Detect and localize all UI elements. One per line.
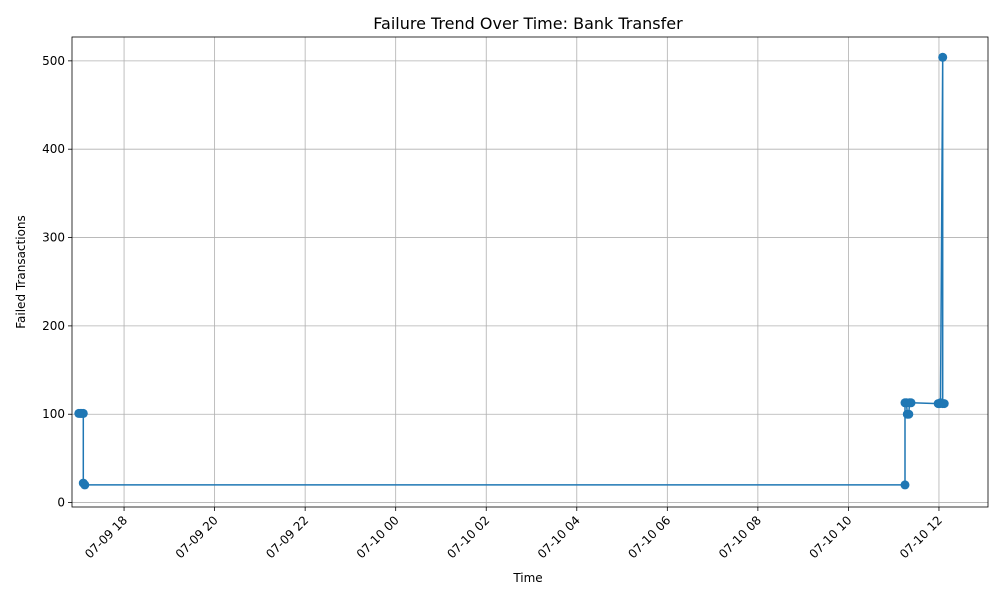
data-point xyxy=(900,480,910,490)
x-tick-label: 07-10 02 xyxy=(444,513,492,561)
x-tick-label: 07-10 08 xyxy=(716,513,764,561)
x-tick-label: 07-09 20 xyxy=(173,513,221,561)
series-line xyxy=(78,57,945,486)
x-tick-label: 07-10 12 xyxy=(897,513,945,561)
x-axis-label: Time xyxy=(512,571,542,585)
series-markers xyxy=(74,52,949,490)
x-tick-label: 07-10 00 xyxy=(354,513,402,561)
plot-area-frame xyxy=(71,36,989,508)
y-tick-label: 400 xyxy=(42,142,65,156)
grid xyxy=(72,37,988,507)
y-tick-label: 100 xyxy=(42,407,65,421)
x-tick-label: 07-10 04 xyxy=(535,513,583,561)
x-tick-label: 07-10 10 xyxy=(806,513,854,561)
y-tick-label: 0 xyxy=(57,496,65,510)
x-tick-label: 07-09 22 xyxy=(263,513,311,561)
y-tick-label: 200 xyxy=(42,319,65,333)
data-point xyxy=(906,398,916,408)
x-tick-label: 07-09 18 xyxy=(82,513,130,561)
y-axis-label: Failed Transactions xyxy=(14,215,28,329)
data-point xyxy=(78,408,88,418)
y-tick-label: 500 xyxy=(42,54,65,68)
data-point xyxy=(938,52,948,62)
chart-title: Failure Trend Over Time: Bank Transfer xyxy=(373,14,683,33)
x-axis: 07-09 18 07-09 20 07-09 22 07-10 00 07-10 02… xyxy=(82,507,945,561)
x-tick-label: 07-10 06 xyxy=(625,513,673,561)
data-point xyxy=(80,480,90,490)
data-point xyxy=(939,399,949,409)
data-point xyxy=(904,409,914,419)
y-tick-label: 300 xyxy=(42,231,65,245)
y-axis: 0 100 200 300 400 500 xyxy=(42,54,72,510)
